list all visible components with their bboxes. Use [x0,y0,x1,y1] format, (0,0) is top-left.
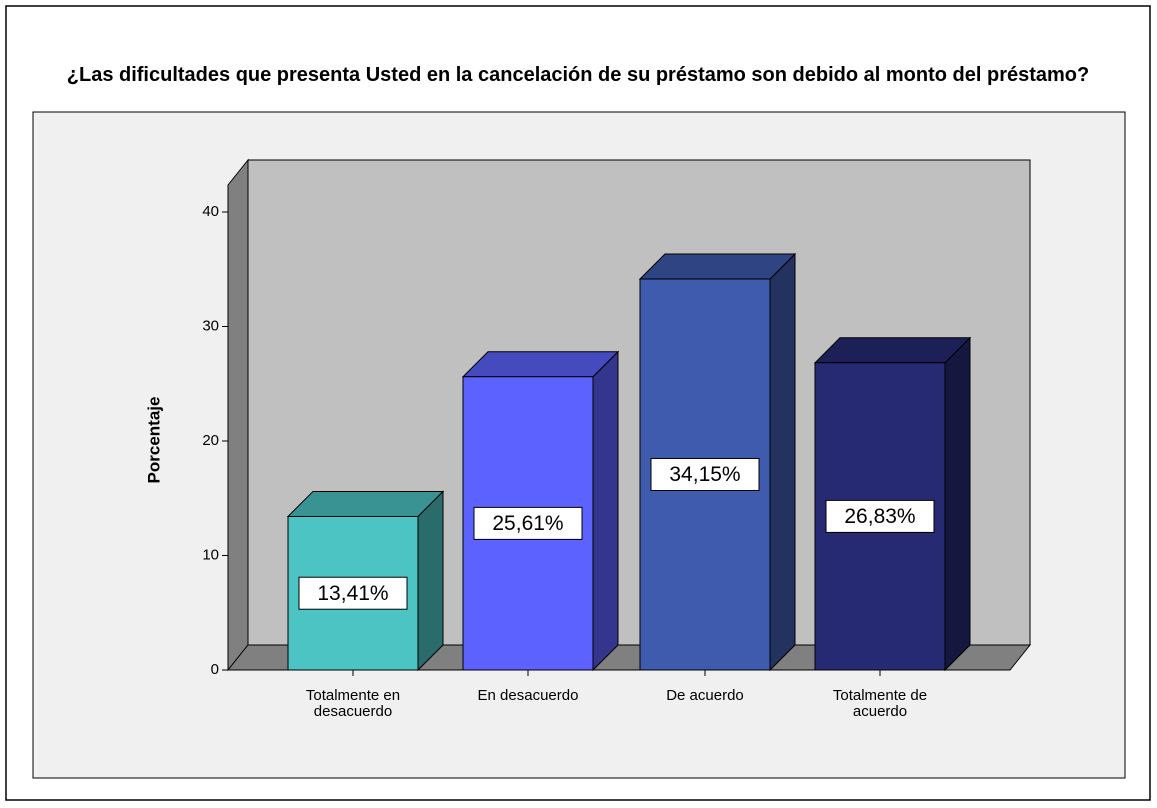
value-label: 25,61% [492,512,563,535]
y-tick-label: 30 [202,317,219,334]
left-wall [227,158,249,672]
value-label: 13,41% [317,582,388,605]
bar-side [769,252,796,672]
y-tick-label: 40 [202,203,219,220]
x-tick-label: De acuerdo [666,687,744,704]
y-tick-label: 20 [202,432,219,449]
x-tick-label: Totalmente de acuerdo [832,687,928,720]
bar-top [813,337,972,364]
value-label-box [473,506,583,540]
bar-top [461,351,620,378]
bar-side [417,490,444,672]
bar-side [944,336,971,672]
y-tick-label: 10 [202,546,219,563]
bar-top [286,490,445,517]
y-axis-label: Porcentaje [144,397,163,484]
value-label-box [825,499,935,533]
value-label-box [650,457,760,491]
x-tick-label: Totalmente en desacuerdo [305,687,401,720]
x-tick-label: En desacuerdo [477,687,579,704]
value-label: 26,83% [844,505,915,528]
value-label-box [298,576,408,610]
y-tick-label: 0 [211,661,219,678]
bar-top [638,253,797,280]
value-label: 34,15% [669,463,740,486]
chart-title: ¿Las dificultades que presenta Usted en … [66,64,1090,86]
bar-side [592,350,619,672]
